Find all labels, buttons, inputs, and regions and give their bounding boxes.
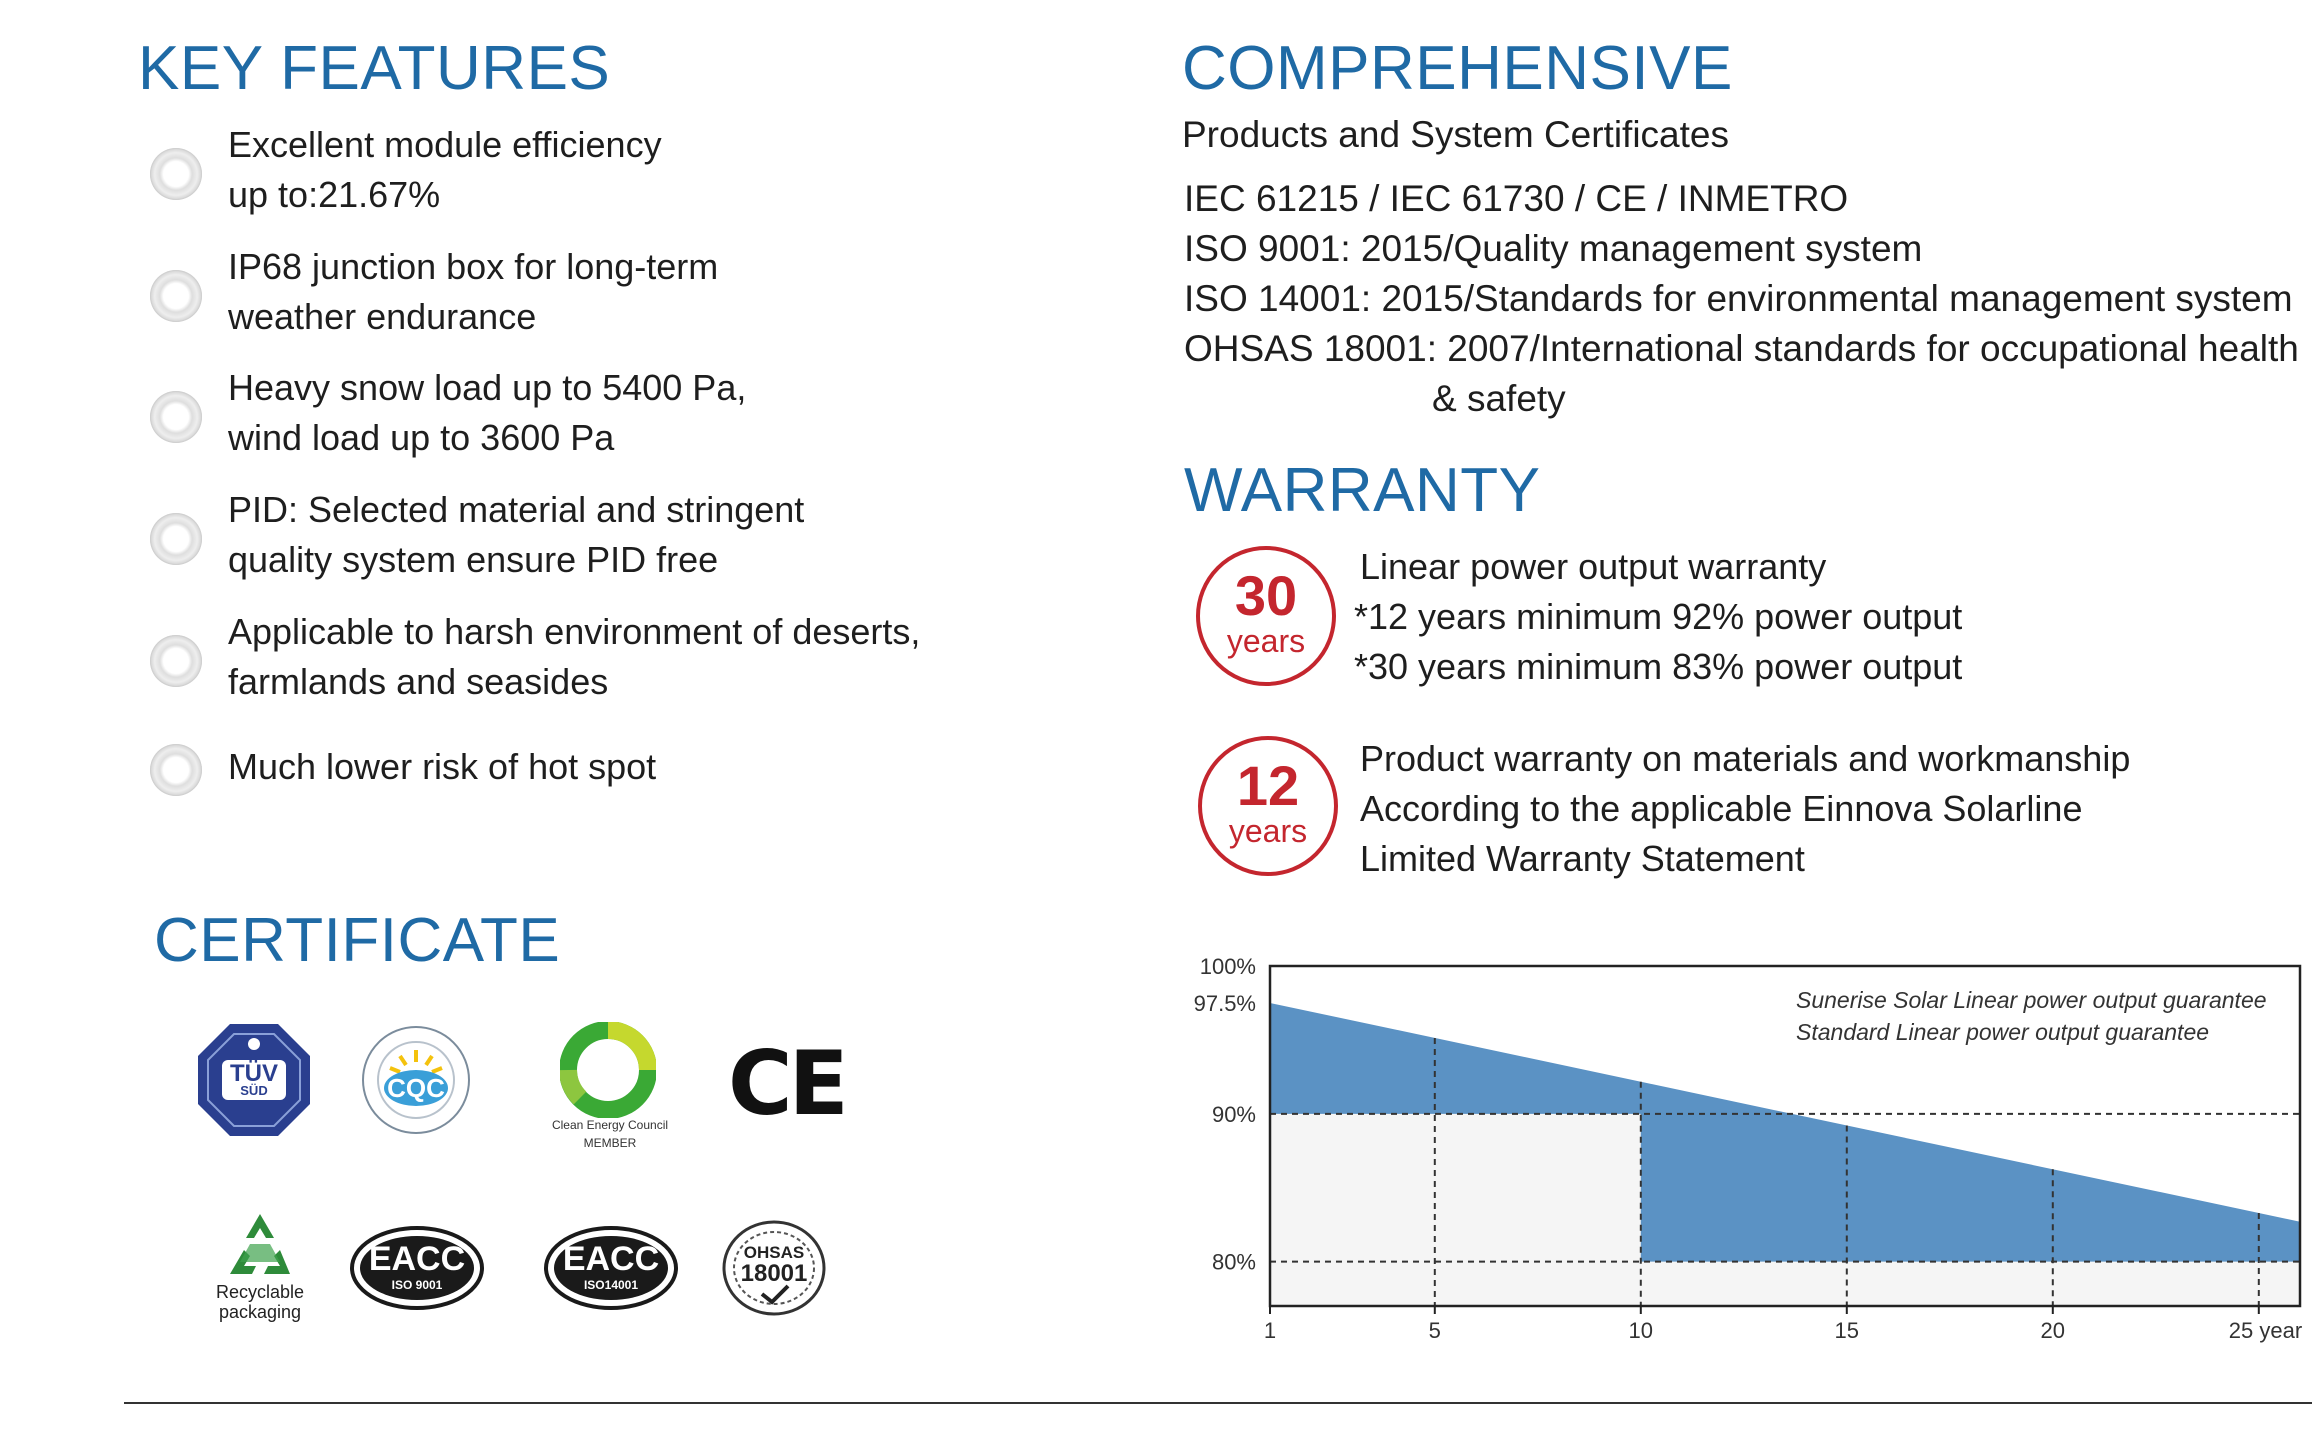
eacc2-sub: ISO14001 [583,1278,639,1292]
cert-line-2: ISO 9001: 2015/Quality management system [1184,228,1923,269]
ohsas-num: 18001 [740,1260,808,1287]
eacc-iso9001-logo: EACC ISO 9001 [350,1226,484,1310]
comprehensive-subtitle: Products and System Certificates [1182,114,1729,155]
cert-line-1: IEC 61215 / IEC 61730 / CE / INMETRO [1184,178,1849,219]
eacc1-text: EACC [368,1240,466,1278]
feature-text-line-1: Excellent module efficiency [228,124,662,165]
legend-entry: Standard Linear power output guarantee [1796,1019,2209,1045]
clean-energy-council-logo: Clean Energy Council MEMBER [540,1022,680,1152]
x-tick-label: 25 year [2229,1318,2302,1343]
warranty-12-line-1: Product warranty on materials and workma… [1360,738,2131,779]
feature-bullet-icon [150,635,202,687]
warranty-12-line-2: According to the applicable Einnova Sola… [1360,788,2083,829]
warranty-title: WARRANTY [1184,456,1541,525]
feature-text-line-1: Much lower risk of hot spot [228,746,657,787]
badge-30-unit: years [1226,623,1306,659]
badge-12-unit: years [1228,813,1308,849]
badge-30-number: 30 [1234,564,1298,627]
warranty-badge-30: 30 years [1196,546,1336,686]
cert-line-4: OHSAS 18001: 2007/International standard… [1184,328,2299,369]
recycle-caption-1: Recyclable [215,1282,305,1302]
eacc-iso14001-logo: EACC ISO14001 [544,1226,678,1310]
warranty-30-line-2: *12 years minimum 92% power output [1354,596,1963,637]
y-tick-label: 90% [1212,1102,1256,1127]
cqc-logo: CQC [360,1024,472,1136]
feature-text-line-2: up to:21.67% [228,174,441,215]
recyclable-packaging-logo: Recyclable packaging [200,1210,320,1330]
feature-text-line-1: IP68 junction box for long-term [228,246,719,287]
cert-line-5: & safety [1432,378,1566,419]
cec-caption-2: MEMBER [583,1136,637,1150]
tuv-text: TÜV [230,1060,278,1087]
x-tick-label: 20 [2041,1318,2065,1343]
recycle-caption-2: packaging [218,1302,302,1322]
warranty-30-line-1: Linear power output warranty [1360,546,1827,587]
warranty-badge-12: 12 years [1198,736,1338,876]
badge-12-number: 12 [1236,754,1300,817]
y-tick-label: 100% [1200,954,1256,979]
warranty-12-line-3: Limited Warranty Statement [1360,838,1805,879]
feature-text-line-1: Applicable to harsh environment of deser… [228,611,921,652]
ohsas-text: OHSAS [743,1243,805,1262]
x-tick-label: 5 [1429,1318,1441,1343]
certificate-title: CERTIFICATE [154,906,561,975]
x-tick-label: 10 [1629,1318,1653,1343]
ohsas-18001-logo: OHSAS 18001 [722,1220,826,1316]
key-features-title: KEY FEATURES [138,34,611,103]
feature-text-line-2: wind load up to 3600 Pa [228,417,615,458]
feature-bullet-icon [150,270,202,322]
y-tick-label: 97.5% [1194,991,1256,1016]
eacc2-text: EACC [562,1240,660,1278]
cec-caption-1: Clean Energy Council [551,1118,669,1132]
feature-text-line-1: PID: Selected material and stringent [228,489,805,530]
feature-text-line-2: quality system ensure PID free [228,539,719,580]
feature-bullet-icon [150,391,202,443]
comprehensive-title: COMPREHENSIVE [1182,34,1733,103]
y-tick-label: 80% [1212,1250,1256,1275]
tuv-logo: TÜV SÜD [196,1022,312,1138]
feature-text-line-1: Heavy snow load up to 5400 Pa, [228,367,747,408]
feature-bullet-icon [150,513,202,565]
x-tick-label: 1 [1264,1318,1276,1343]
warranty-30-line-3: *30 years minimum 83% power output [1354,646,1963,687]
x-tick-label: 15 [1835,1318,1859,1343]
cert-line-3: ISO 14001: 2015/Standards for environmen… [1184,278,2293,319]
cqc-text: CQC [387,1073,445,1103]
standard-area [1270,1113,2300,1306]
bottom-divider [124,1402,2312,1404]
ce-mark: CE [728,1032,849,1135]
feature-text-line-2: weather endurance [228,296,537,337]
feature-bullet-icon [150,744,202,796]
feature-bullet-icon [150,148,202,200]
legend-entry: Sunerise Solar Linear power output guara… [1796,987,2267,1013]
tuv-sub-text: SÜD [240,1083,268,1098]
chart-frame [1268,964,2302,1308]
feature-text-line-2: farmlands and seasides [228,661,609,702]
eacc1-sub: ISO 9001 [391,1278,443,1292]
